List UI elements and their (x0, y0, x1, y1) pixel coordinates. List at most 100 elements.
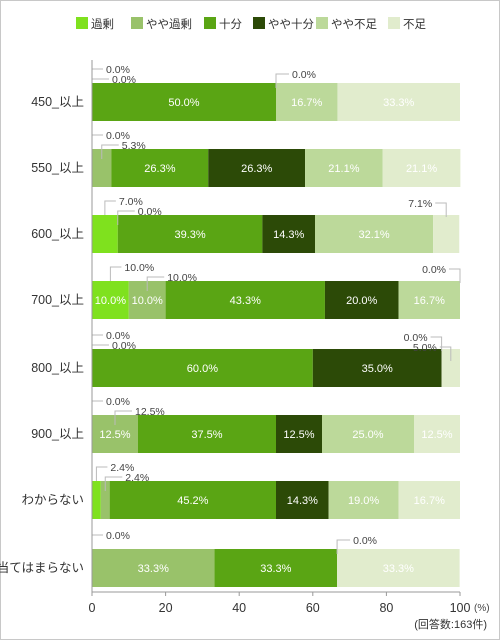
data-label: 16.7% (291, 97, 322, 109)
x-tick-label: 60 (306, 601, 320, 615)
callout-label: 0.0% (106, 64, 130, 76)
callout-line (101, 144, 119, 159)
data-label: 25.0% (352, 429, 383, 441)
bar-segment (276, 481, 329, 519)
legend-label: やや過剰 (146, 18, 192, 31)
category-label: わからない (21, 493, 84, 507)
legend-swatch (388, 17, 400, 29)
bar-segment (337, 549, 460, 587)
callout-line (439, 346, 452, 361)
bar-segment (109, 481, 276, 519)
data-label: 60.0% (187, 363, 218, 375)
bar-segment (305, 149, 383, 187)
data-label: 10.0% (132, 295, 163, 307)
data-label: 12.5% (99, 429, 130, 441)
data-label: 12.5% (283, 429, 314, 441)
callout-label: 7.1% (408, 198, 432, 210)
data-label: 45.2% (177, 495, 208, 507)
respondent-count-note: (回答数:163件) (414, 617, 487, 631)
data-label: 33.3% (138, 563, 169, 575)
bar-segment (398, 281, 460, 319)
category-label: 800_以上 (31, 361, 84, 375)
callout-label: 0.0% (106, 330, 130, 342)
annotations: 0.0%0.0% 0.0%0.0%5.3%7.0%0.0%7.1%10.0%10.… (91, 64, 461, 554)
category-label: 当てはまらない (0, 561, 84, 575)
legend-swatch (76, 17, 88, 29)
bars-area: 450_以上 50.0% 16.7% 33.3% 550_以上 26.3% 26.3% 21.… (0, 83, 461, 587)
data-label: 14.3% (273, 229, 304, 241)
callout-label: 0.0% (292, 69, 316, 81)
callout-line (114, 410, 132, 425)
bar-segment (165, 281, 325, 319)
legend-label: やや不足 (331, 18, 377, 31)
data-label: 12.5% (421, 429, 452, 441)
x-tick-label: 20 (159, 601, 173, 615)
legend-label: 過剰 (91, 18, 114, 31)
category-label: 450_以上 (31, 95, 84, 109)
bar-segment (92, 349, 313, 387)
callout-line (104, 476, 123, 491)
data-label: 14.3% (287, 495, 318, 507)
bar-segment (337, 83, 460, 121)
data-label: 32.1% (358, 229, 389, 241)
callout-label: 0.0% (112, 74, 136, 86)
bar-segment (315, 215, 434, 253)
callout-line (91, 534, 103, 549)
callout-label: 5.3% (122, 140, 146, 152)
bar-segment (92, 83, 276, 121)
callout-line (275, 73, 289, 88)
callout-line (95, 466, 108, 481)
callout-label: 5.0% (413, 342, 437, 354)
data-label: 20.0% (346, 295, 377, 307)
data-label: 26.3% (144, 163, 175, 175)
callout-label: 7.0% (119, 196, 143, 208)
callout-label: 12.5% (135, 406, 165, 418)
callout-label: 0.0% (353, 535, 377, 547)
bar-segment (382, 149, 461, 187)
bar-segment (398, 481, 460, 519)
callout-line (146, 276, 165, 291)
callout-label: 0.0% (106, 130, 130, 142)
data-label: 16.7% (414, 495, 445, 507)
legend-swatch (204, 17, 216, 29)
bar-segment (117, 215, 263, 253)
bar-segment (100, 481, 110, 519)
data-label: 26.3% (241, 163, 272, 175)
callout-label: 0.0% (106, 396, 130, 408)
callout-line (104, 200, 116, 215)
bar-segment (324, 281, 399, 319)
callout-label: 2.4% (125, 472, 149, 484)
data-label: 21.1% (328, 163, 359, 175)
data-label: 10.0% (95, 295, 126, 307)
callout-label: 0.0% (404, 332, 428, 344)
category-label: 900_以上 (31, 427, 84, 441)
legend-swatch (131, 17, 143, 29)
bar-segment (262, 215, 316, 253)
x-unit-label: (%) (474, 603, 490, 614)
bar-segment (92, 281, 129, 319)
data-label: 21.1% (406, 163, 437, 175)
callout-line (449, 268, 461, 283)
callout-line (109, 266, 122, 281)
bar-segment (92, 549, 215, 587)
x-axis: 0 20 40 60 80 100 (%) (回答数:163件) (89, 60, 490, 631)
legend: 過剰 やや過剰 十分 やや十分 やや不足 不足 (76, 17, 426, 31)
bar-segment (322, 415, 414, 453)
bar-segment (138, 415, 276, 453)
bar-segment (111, 149, 209, 187)
callout-line (430, 336, 443, 351)
callout-label: 0.0% (422, 264, 446, 276)
bar-segment (414, 415, 460, 453)
x-tick-label: 80 (379, 601, 393, 615)
bar-segment (92, 149, 112, 187)
bar-segment (92, 215, 118, 253)
data-label: 37.5% (191, 429, 222, 441)
legend-swatch (316, 17, 328, 29)
data-label: 33.3% (383, 97, 414, 109)
bar-segment (441, 349, 460, 387)
data-label: 35.0% (362, 363, 393, 375)
legend-label: 不足 (403, 19, 426, 31)
category-label: 600_以上 (31, 227, 84, 241)
bar-segment (276, 83, 338, 121)
x-tick-label: 40 (232, 601, 246, 615)
